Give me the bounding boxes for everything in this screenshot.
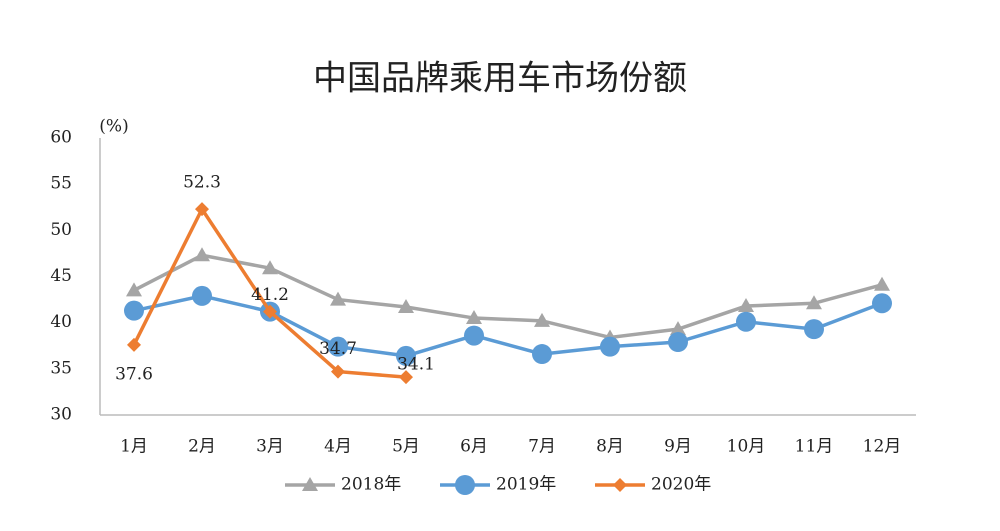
y-tick-label: 35	[50, 358, 72, 378]
data-label: 41.2	[251, 285, 289, 305]
marker	[263, 304, 277, 319]
x-tick-label: 10月	[727, 437, 766, 457]
marker	[613, 478, 627, 492]
marker	[124, 300, 144, 321]
marker	[398, 298, 414, 313]
x-tick-label: 7月	[528, 437, 556, 457]
marker	[302, 477, 318, 491]
marker	[464, 325, 484, 346]
legend-label: 2018年	[341, 475, 401, 495]
marker	[466, 310, 482, 325]
marker	[668, 332, 688, 353]
y-tick-label: 60	[50, 128, 72, 148]
x-tick-label: 2月	[188, 437, 216, 457]
y-tick-label: 45	[50, 266, 72, 286]
y-unit: (%)	[99, 117, 128, 137]
marker	[670, 321, 686, 336]
y-tick-label: 50	[50, 220, 72, 240]
series-line	[133, 253, 883, 340]
marker	[396, 345, 416, 366]
marker	[872, 293, 892, 314]
legend-label: 2019年	[496, 475, 556, 495]
data-label: 34.7	[319, 339, 357, 359]
marker	[736, 311, 756, 332]
marker	[195, 202, 209, 217]
x-tick-label: 6月	[460, 437, 488, 457]
marker	[455, 475, 475, 495]
x-tick-label: 1月	[120, 437, 148, 457]
marker	[328, 336, 348, 357]
y-tick-label: 55	[50, 174, 72, 194]
marker	[399, 370, 413, 385]
series-line	[133, 294, 883, 358]
y-tick-label: 40	[50, 312, 72, 332]
x-tick-label: 8月	[596, 437, 624, 457]
x-tick-label: 5月	[392, 437, 420, 457]
marker	[330, 291, 346, 306]
data-label: 34.1	[397, 355, 435, 375]
y-tick-label: 30	[50, 405, 72, 425]
marker	[534, 312, 550, 327]
marker	[532, 344, 552, 365]
x-tick-label: 9月	[664, 437, 692, 457]
chart-title: 中国品牌乘用车市场份额	[313, 59, 687, 99]
marker	[262, 260, 278, 275]
marker	[600, 336, 620, 357]
marker	[804, 319, 824, 340]
x-tick-label: 3月	[256, 437, 284, 457]
marker	[127, 337, 141, 352]
x-tick-label: 12月	[863, 437, 902, 457]
marker	[194, 247, 210, 262]
data-label: 37.6	[115, 364, 153, 384]
legend-label: 2020年	[651, 475, 711, 495]
marker	[738, 298, 754, 313]
x-tick-label: 11月	[795, 437, 834, 457]
marker	[874, 276, 890, 291]
data-label: 52.3	[183, 173, 221, 193]
marker	[126, 282, 142, 297]
x-tick-label: 4月	[324, 437, 352, 457]
marker	[192, 285, 212, 306]
marker	[331, 364, 345, 379]
marker	[806, 295, 822, 310]
